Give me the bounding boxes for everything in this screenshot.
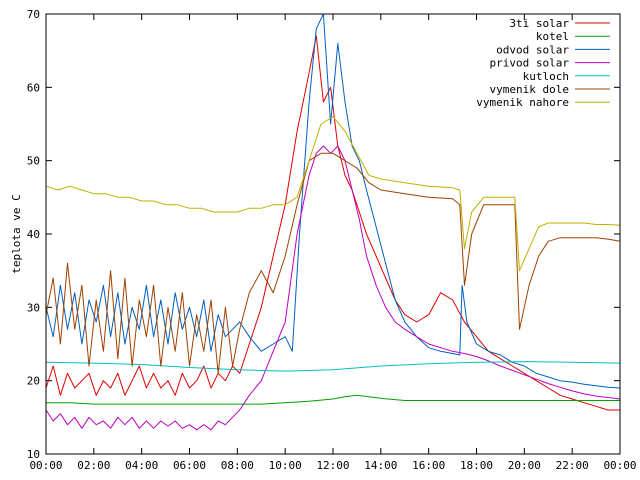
- legend-label-vymenik-nahore: vymenik nahore: [476, 96, 569, 109]
- series-line-odvod-solar: [45, 13, 621, 389]
- legend-label-privod-solar: privod solar: [490, 57, 570, 70]
- y-tick-label: 30: [27, 301, 40, 314]
- series-line-3ti-solar: [45, 35, 620, 411]
- legend-label-vymenik-dole: vymenik dole: [490, 83, 569, 96]
- legend-label-kutloch: kutloch: [523, 70, 569, 83]
- y-tick-label: 10: [27, 448, 40, 461]
- x-tick-label: 08:00: [221, 459, 254, 472]
- x-tick-label: 14:00: [364, 459, 397, 472]
- legend-label-odvod-solar: odvod solar: [496, 43, 569, 56]
- y-tick-label: 50: [27, 155, 40, 168]
- x-tick-label: 00:00: [603, 459, 636, 472]
- plot-area: [45, 13, 621, 431]
- plot-frame: [45, 13, 621, 455]
- x-tick-label: 00:00: [29, 459, 62, 472]
- x-tick-label: 18:00: [460, 459, 493, 472]
- x-tick-label: 02:00: [77, 459, 110, 472]
- y-tick-label: 20: [27, 375, 40, 388]
- series-line-vymenik-dole: [45, 152, 621, 374]
- series-line-privod-solar: [45, 145, 621, 431]
- x-tick-label: 20:00: [508, 459, 541, 472]
- y-axis-label: teplota ve C: [10, 194, 23, 273]
- x-tick-label: 10:00: [269, 459, 302, 472]
- y-tick-label: 70: [27, 8, 40, 21]
- x-tick-label: 22:00: [556, 459, 589, 472]
- legend-label-kotel: kotel: [536, 30, 569, 43]
- series-line-kotel: [46, 394, 620, 405]
- series-line-vymenik-nahore: [45, 116, 621, 272]
- x-tick-label: 04:00: [125, 459, 158, 472]
- series-line-kutloch: [45, 361, 621, 372]
- y-tick-label: 40: [27, 228, 40, 241]
- axis-ticks: 00:00 02:00 04:00 06:00 08:00 10:00 12:00 14:00…: [27, 8, 637, 472]
- y-tick-label: 60: [27, 81, 40, 94]
- legend-label-3ti-solar: 3ti solar: [509, 17, 569, 30]
- x-tick-label: 16:00: [412, 459, 445, 472]
- x-tick-label: 06:00: [173, 459, 206, 472]
- x-tick-label: 12:00: [316, 459, 349, 472]
